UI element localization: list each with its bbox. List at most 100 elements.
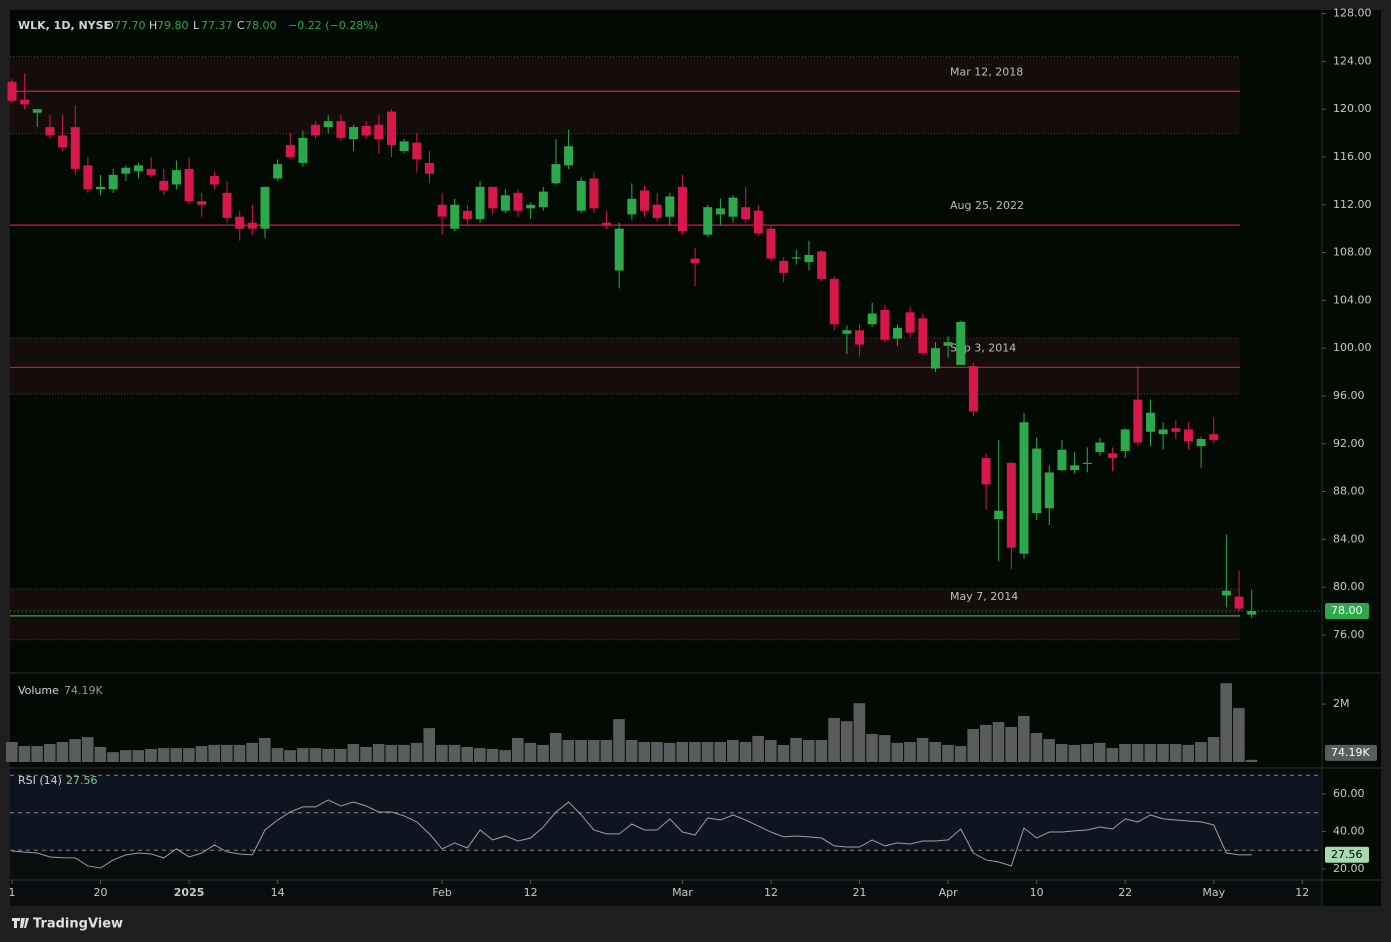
candle-body [146,168,156,175]
volume-bar [69,739,81,762]
volume-bar [18,746,31,762]
volume-bar [81,737,94,762]
volume-bar [739,742,752,762]
candle-body [564,146,574,166]
candle-body [387,111,396,146]
volume-bar [385,744,398,762]
candle-body [867,313,877,325]
volume-bar [183,748,195,762]
volume-bar [410,742,423,762]
candle-body [1209,434,1219,441]
candle-body [943,342,953,346]
volume-bar [1169,744,1182,762]
volume-last-label: 74.19K [1331,746,1370,759]
candle-body [602,222,612,226]
candle-body [96,186,106,190]
x-tick-label: 1 [9,886,16,899]
candle-body [32,109,42,113]
x-tick-label: Apr [939,886,959,899]
candle-body [842,330,852,334]
candle-body [361,125,371,136]
candle-body [323,121,333,128]
legend-key: H [149,19,157,32]
volume-bar [537,744,549,762]
volume-bar [575,739,587,762]
candle-body [500,195,510,211]
y-tick-label: 128.00 [1333,7,1372,20]
rsi-line [11,799,1252,869]
rsi-last-box [1325,846,1369,863]
volume-bar [727,739,739,762]
candle-body [968,366,978,412]
logo [12,918,29,928]
volume-bar [524,742,537,762]
volume-bar [322,748,334,762]
candle-body [374,124,384,140]
volume-bar [119,750,132,762]
volume-bar [436,744,448,762]
legend-key: C [237,19,245,32]
volume-bar [1245,759,1258,762]
volume-bar [967,728,979,762]
candle-body [589,178,599,209]
volume-bar [878,735,891,762]
x-tick-label: 22 [1118,886,1132,899]
candle-body [715,208,725,215]
x-tick-label: 12 [524,886,538,899]
volume-bar [195,746,208,762]
volume-bar [980,724,992,762]
candle-body [918,318,928,353]
symbol: WLK, 1D, NYSE [18,19,111,32]
y-tick-label: 20.00 [1333,862,1365,875]
y-tick-label: 96.00 [1333,389,1365,402]
candle-body [424,162,434,174]
volume-bar [31,746,43,762]
volume-bar [790,737,802,762]
y-tick-label: 76.00 [1333,628,1365,641]
y-tick-label: 88.00 [1333,485,1365,498]
candle-body [766,228,776,259]
volume-bar [398,744,410,762]
candle-body [930,348,940,369]
candle-body [1146,412,1155,432]
volume-bar [461,746,473,762]
legend-value: 77.37 [201,19,233,32]
volume-bar [448,744,461,762]
volume-bar [1068,744,1081,762]
volume-bar [1144,744,1157,762]
last-price-box [1325,603,1369,620]
volume-bar [954,746,967,762]
candle-body [855,330,865,345]
y-tick-label: 84.00 [1333,532,1365,545]
candle-body [652,204,662,218]
candle-body [298,137,308,163]
volume-bar [1131,744,1144,762]
volume-bar [512,737,524,762]
volume-bar [1220,683,1232,762]
candle-body [614,228,624,271]
volume-bar [853,703,866,762]
candle-body [462,210,472,220]
volume-bar [840,721,853,762]
volume-bar [56,742,69,762]
x-tick-label: 12 [1295,886,1309,899]
volume-bar [499,750,511,762]
candle-body [437,204,447,217]
volume-bar [638,742,651,762]
candle-body [1082,462,1092,465]
candle-body [235,216,245,229]
volume-bar [1233,708,1245,762]
candle-body [159,180,169,191]
volume-bar [587,739,600,762]
volume-bar [94,746,107,762]
candle-body [58,135,68,148]
candle-body [273,164,283,179]
volume-bar [107,752,119,762]
volume-bar [613,719,625,762]
y-tick-label: 120.00 [1333,102,1372,115]
candle-body [247,222,257,229]
volume-bar [828,717,840,762]
volume-bar [992,722,1005,762]
volume-bar [1043,739,1055,762]
candle-body [817,251,827,279]
